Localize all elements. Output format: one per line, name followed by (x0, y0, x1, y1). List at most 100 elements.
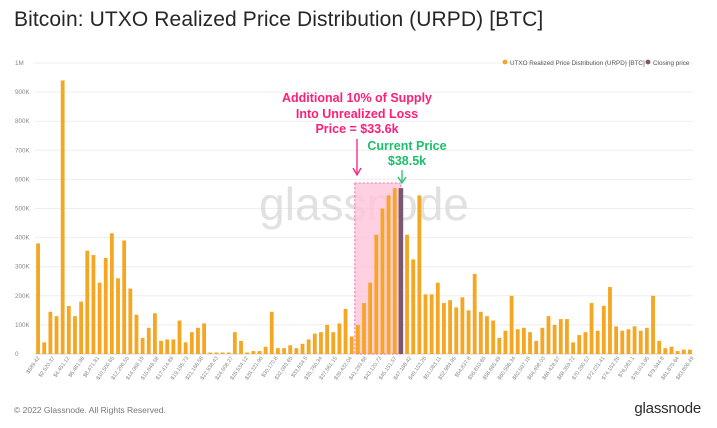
bar (583, 332, 588, 354)
bar (282, 348, 286, 354)
current-arrowhead-icon (397, 176, 407, 185)
loss-arrowhead-icon (352, 167, 362, 177)
legend: UTXO Realized Price Distribution (URPD) … (502, 59, 690, 67)
bar (515, 329, 520, 354)
y-axis: 0 100K 200K 300K 400K 500K 600K 700K 800K 900K 1M (15, 60, 31, 358)
bar (503, 330, 508, 354)
bar (534, 340, 539, 354)
bar (429, 294, 434, 354)
bar (116, 278, 120, 354)
bar (325, 324, 330, 354)
bar (374, 234, 379, 354)
legend-urpd-label: UTXO Realized Price Distribution (URPD) … (510, 60, 645, 67)
y-tick-label: 200K (15, 293, 31, 300)
bar (521, 327, 526, 354)
bar (589, 303, 594, 354)
bar (159, 340, 163, 354)
bar (368, 282, 373, 354)
legend-closing-label: Closing price (653, 60, 690, 67)
bar (312, 333, 317, 354)
bar (54, 316, 59, 354)
y-tick-label: 700K (15, 147, 31, 154)
bar (226, 352, 231, 354)
bar (171, 339, 176, 354)
y-tick-label: 400K (15, 235, 31, 242)
bar (675, 351, 680, 354)
bar (288, 345, 293, 354)
bar (632, 326, 637, 354)
bar (651, 295, 655, 354)
bar (681, 349, 686, 354)
bar (165, 339, 170, 354)
bar (565, 319, 569, 354)
copyright: © 2022 Glassnode. All Rights Reserved. (14, 405, 166, 415)
bar (245, 352, 250, 354)
y-tick-label: 600K (15, 176, 31, 183)
legend-closing-marker (645, 59, 651, 65)
bar (478, 311, 483, 354)
bar (103, 257, 108, 354)
bar (423, 294, 428, 354)
bar (232, 332, 237, 354)
bar (239, 340, 243, 354)
bar (109, 233, 114, 354)
bar (442, 303, 446, 354)
bar (595, 330, 600, 354)
bar (153, 313, 157, 354)
bar (620, 330, 625, 354)
bar (331, 332, 336, 354)
bar (276, 348, 280, 354)
current-price-annotation: Current Price $38.5k (367, 139, 447, 185)
y-tick-label: 0 (15, 351, 19, 358)
bar (134, 314, 139, 354)
bar (66, 305, 71, 354)
loss-annotation-line-3: Price = $33.6k (315, 122, 398, 136)
bar (497, 337, 502, 354)
closing-price-bar (398, 188, 404, 354)
bar (355, 324, 360, 354)
bar (669, 346, 674, 354)
bar (392, 188, 397, 354)
bar (319, 332, 323, 354)
bar (688, 349, 692, 354)
y-tick-label: 500K (15, 206, 31, 213)
y-tick-label: 300K (15, 264, 31, 271)
bar (220, 352, 225, 354)
bar (196, 327, 200, 354)
bar (362, 303, 366, 354)
bar (614, 326, 619, 354)
bar (435, 282, 440, 354)
bar (85, 250, 90, 354)
bar (509, 295, 514, 354)
bar (97, 282, 102, 354)
bar (122, 240, 127, 354)
bar (657, 340, 662, 354)
glassnode-logo: glassnode (634, 400, 701, 417)
bar (638, 330, 643, 354)
bar (208, 352, 213, 354)
bar (337, 323, 342, 354)
bar (601, 305, 606, 354)
bar (380, 208, 385, 354)
bar (189, 332, 194, 354)
bar (417, 195, 422, 354)
unrealized-loss-annotation: Additional 10% of Supply Into Unrealized… (282, 91, 432, 177)
bar (386, 195, 391, 354)
y-tick-label: 800K (15, 118, 31, 125)
bar (263, 346, 268, 354)
loss-annotation-line-2: Into Unrealized Loss (296, 107, 418, 121)
bar (251, 351, 256, 354)
bar (73, 316, 77, 354)
bar (485, 316, 489, 354)
bar (48, 311, 53, 354)
y-tick-label: 900K (15, 89, 31, 96)
bar (183, 342, 188, 354)
bar (558, 319, 563, 354)
bar (306, 339, 311, 354)
bar (202, 323, 207, 354)
bar (491, 320, 496, 354)
x-axis: $589.42$2,520.37$4,451.12$6,481.96$8,471… (26, 356, 696, 382)
bar (644, 327, 649, 354)
bar (269, 311, 274, 354)
